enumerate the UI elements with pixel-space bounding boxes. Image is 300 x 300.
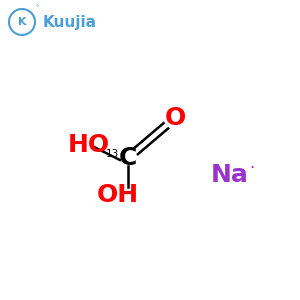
Text: 13: 13 [105,149,119,159]
Text: Na: Na [211,163,249,187]
Text: K: K [18,17,26,27]
Text: ·: · [249,159,255,177]
Text: HO: HO [68,133,110,157]
Text: C: C [119,146,137,170]
Text: OH: OH [97,183,139,207]
Text: °: ° [35,5,39,11]
Text: O: O [164,106,186,130]
Text: Kuujia: Kuujia [43,14,97,29]
